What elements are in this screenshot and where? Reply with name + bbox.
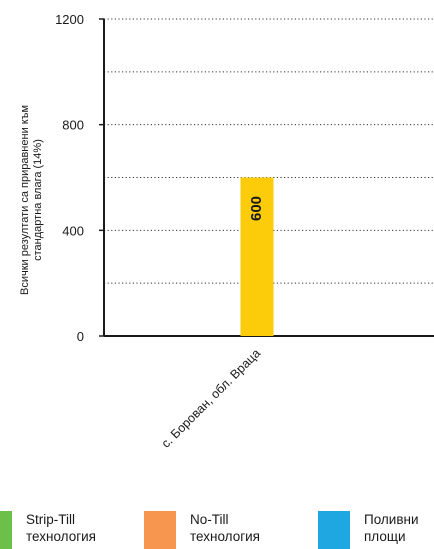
bars: 600 xyxy=(240,177,274,336)
legend-label-line: Strip-Till xyxy=(26,512,75,527)
legend-label: No-Till технология xyxy=(190,511,300,545)
y-tick-label: 0 xyxy=(77,329,84,344)
y-tick-label: 800 xyxy=(62,118,84,133)
bar xyxy=(240,177,274,336)
legend-label: Поливни площи xyxy=(364,511,434,545)
legend-label-line: технология xyxy=(190,529,260,544)
legend-swatch xyxy=(0,511,12,549)
y-axis-label-line: стандартна влага (14%) xyxy=(32,139,44,261)
legend: Strip-Till технология No-Till технология Пол… xyxy=(0,511,434,549)
y-axis-label: Всички резултати са приравнени къмстанда… xyxy=(19,105,44,295)
x-category-label: с. Борован, обл. Враца xyxy=(159,346,263,450)
bar-value-label: 600 xyxy=(248,196,265,221)
legend-label-line: площи xyxy=(364,529,406,544)
legend-label: Strip-Till технология xyxy=(26,511,136,545)
legend-swatch xyxy=(318,511,350,549)
legend-label-line: технология xyxy=(26,529,96,544)
legend-item: Strip-Till технология xyxy=(0,511,136,549)
legend-item: Поливни площи xyxy=(318,511,434,549)
chart: 0 400 800 1200 600 с. Борован, обл. Враца В… xyxy=(19,12,434,451)
legend-label-line: Поливни xyxy=(364,512,419,527)
y-axis-label-line: Всички резултати са приравнени към xyxy=(19,105,31,295)
y-tick-labels: 0 400 800 1200 xyxy=(55,12,104,344)
legend-label-line: No-Till xyxy=(190,512,229,527)
legend-item: No-Till технология xyxy=(144,511,300,549)
y-tick-label: 400 xyxy=(62,223,84,238)
legend-swatch xyxy=(144,511,176,549)
gridlines xyxy=(104,18,434,284)
x-category-labels: с. Борован, обл. Враца xyxy=(159,346,263,450)
y-tick-label: 1200 xyxy=(55,12,84,27)
